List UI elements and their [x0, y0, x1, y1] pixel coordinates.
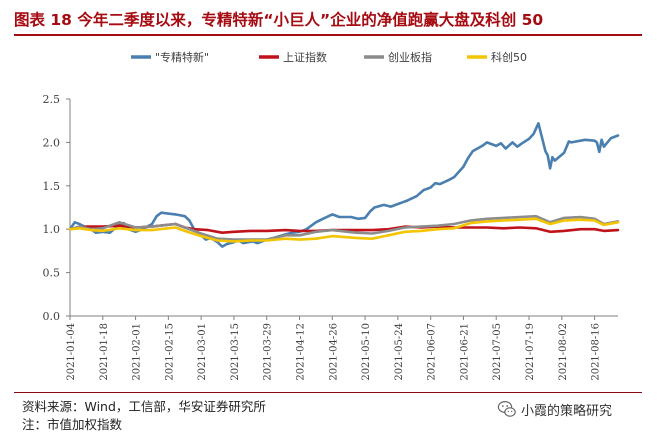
unit-note: 注：市值加权指数 — [22, 417, 123, 432]
legend-label: 科创50 — [491, 50, 527, 64]
x-tick-label: 2021-03-15 — [230, 323, 241, 381]
x-tick-label: 2021-08-02 — [558, 323, 569, 381]
watermark-text: 小霞的策略研究 — [521, 403, 613, 419]
x-tick-label: 2021-02-01 — [132, 323, 143, 381]
x-tick-label: 2021-06-21 — [459, 323, 470, 381]
x-tick-label: 2021-05-24 — [394, 323, 405, 381]
y-tick-label: 1.0 — [43, 223, 61, 236]
series-line-0 — [68, 122, 620, 248]
line-chart: "专精特新" 上证指数 创业板指 科创50 0.0 0.5 1.0 1.5 2.0 2.5 202… — [43, 50, 620, 381]
x-tick-label: 2021-05-10 — [361, 323, 372, 381]
legend-label: "专精特新" — [155, 50, 209, 64]
watermark: 小霞的策略研究 — [497, 399, 612, 419]
legend-label: 上证指数 — [283, 50, 327, 64]
x-tick-label: 2021-02-15 — [164, 323, 175, 381]
title-bar: 图表 18 今年二季度以来，专精特新“小巨人”企业的净值跑赢大盘及科创 50 — [14, 6, 642, 36]
figure-title: 图表 18 今年二季度以来，专精特新“小巨人”企业的净值跑赢大盘及科创 50 — [14, 11, 544, 29]
x-tick-label: 2021-07-05 — [492, 323, 503, 381]
x-tick-label: 2021-04-26 — [328, 323, 339, 381]
x-tick-label: 2021-01-18 — [99, 323, 110, 381]
chart-legend: "专精特新" 上证指数 创业板指 科创50 — [131, 50, 527, 64]
y-tick-label: 1.5 — [43, 180, 61, 193]
y-tick-label: 2.0 — [43, 136, 61, 149]
x-tick-label: 2021-08-16 — [591, 323, 602, 381]
footer-rule — [14, 392, 642, 393]
x-tick-label: 2021-07-19 — [525, 323, 536, 381]
source-note: 资料来源：Wind，工信部，华安证券研究所 — [22, 399, 266, 414]
series-line-2 — [68, 214, 620, 241]
y-tick-label: 2.5 — [43, 93, 61, 106]
x-tick-label: 2021-03-29 — [263, 323, 274, 381]
x-tick-label: 2021-03-01 — [197, 323, 208, 381]
wechat-icon — [497, 400, 516, 417]
y-tick-label: 0.0 — [43, 310, 61, 323]
x-tick-label: 2021-01-04 — [66, 323, 77, 381]
x-tick-label: 2021-06-07 — [427, 323, 438, 381]
legend-label: 创业板指 — [388, 50, 432, 64]
y-tick-label: 0.5 — [43, 267, 61, 280]
chart-series — [68, 122, 620, 248]
chart-axes: 0.0 0.5 1.0 1.5 2.0 2.5 2021-01-04 2021-01-18 20… — [43, 93, 618, 381]
series-line-3 — [68, 217, 620, 243]
x-tick-label: 2021-04-12 — [296, 323, 307, 381]
